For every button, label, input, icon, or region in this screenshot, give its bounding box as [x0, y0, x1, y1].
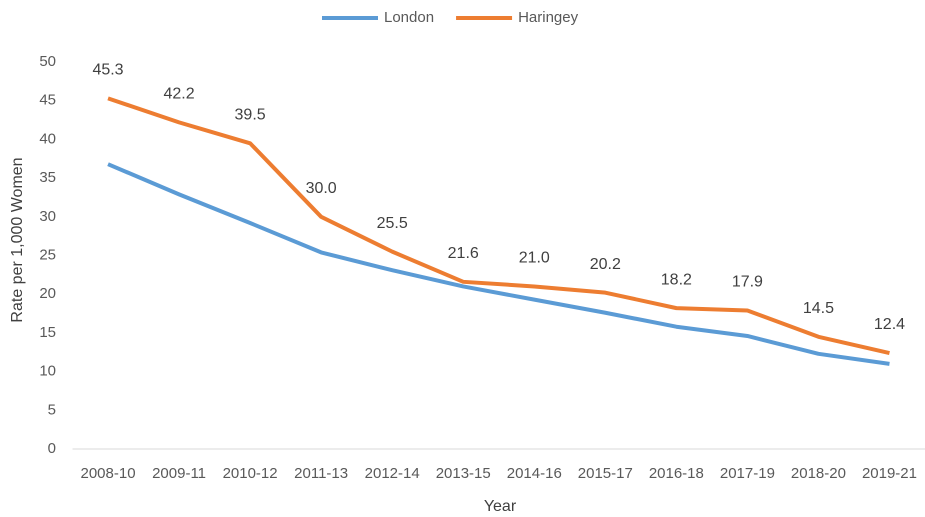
data-label: 42.2	[163, 86, 194, 103]
x-tick-label: 2010-12	[223, 465, 278, 482]
data-label: 20.2	[590, 256, 621, 273]
data-label: 45.3	[92, 62, 123, 79]
legend-label: London	[384, 9, 434, 26]
data-label: 21.0	[519, 250, 550, 267]
x-axis-title: Year	[484, 498, 517, 515]
x-tick-label: 2011-13	[294, 465, 348, 482]
y-tick-label: 40	[39, 130, 56, 147]
y-tick-label: 25	[39, 246, 56, 263]
x-tick-label: 2018-20	[791, 465, 846, 482]
y-tick-label: 0	[48, 440, 56, 457]
x-tick-label: 2013-15	[436, 465, 491, 482]
y-tick-label: 30	[39, 208, 56, 225]
y-tick-label: 45	[39, 92, 56, 109]
y-tick-label: 10	[39, 363, 56, 380]
y-tick-label: 50	[39, 53, 56, 70]
y-tick-label: 20	[39, 285, 56, 302]
data-label: 39.5	[235, 106, 266, 123]
y-axis-title: Rate per 1,000 Women	[9, 157, 26, 322]
data-label: 17.9	[732, 274, 763, 291]
x-tick-label: 2017-19	[720, 465, 775, 482]
y-tick-label: 15	[39, 324, 56, 341]
y-tick-label: 5	[48, 401, 56, 418]
data-label: 12.4	[874, 316, 905, 333]
series-line	[107, 96, 890, 355]
data-label: 30.0	[306, 180, 337, 197]
x-tick-label: 2009-11	[152, 465, 206, 482]
x-tick-label: 2019-21	[862, 465, 917, 482]
x-tick-label: 2012-14	[365, 465, 420, 482]
x-tick-label: 2008-10	[80, 465, 135, 482]
y-tick-label: 35	[39, 169, 56, 186]
data-label: 25.5	[377, 215, 408, 232]
x-tick-label: 2016-18	[649, 465, 704, 482]
data-label: 18.2	[661, 271, 692, 288]
legend-label: Haringey	[518, 9, 579, 26]
x-tick-label: 2014-16	[507, 465, 562, 482]
x-tick-label: 2015-17	[578, 465, 633, 482]
data-label: 21.6	[448, 245, 479, 262]
data-label: 14.5	[803, 300, 834, 317]
series-line	[107, 162, 890, 366]
